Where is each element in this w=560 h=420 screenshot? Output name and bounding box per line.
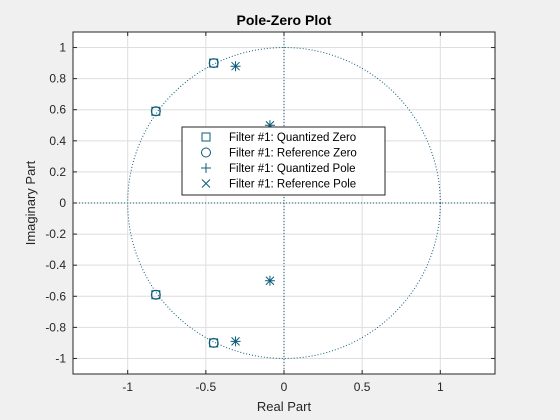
x-ticks: -1 -0.5 0 0.5 1 [122, 32, 444, 394]
y-axis-label: Imaginary Part [23, 160, 38, 245]
y-tick-label: 0 [59, 196, 66, 210]
y-tick-label: 0.6 [49, 103, 66, 117]
y-tick-label: -0.8 [45, 320, 66, 334]
legend-entry-label: Filter #1: Reference Pole [229, 179, 356, 191]
circle-marker [208, 58, 219, 69]
x-tick-label: -1 [122, 380, 133, 394]
x-tick-label: -0.5 [196, 380, 217, 394]
circle-marker [150, 289, 161, 300]
x-axis-label: Real Part [257, 399, 312, 414]
legend: Filter #1: Quantized Zero Filter #1: Refe… [181, 126, 386, 196]
legend-square-icon [201, 132, 211, 142]
y-tick-label: -1 [55, 351, 66, 365]
zero-axes [73, 32, 495, 374]
circle-marker [208, 337, 219, 348]
y-tick-label: 0.4 [49, 134, 66, 148]
legend-x-icon [201, 179, 211, 188]
y-tick-label: 0.8 [49, 72, 66, 86]
x-marker [265, 276, 275, 286]
x-marker [231, 337, 240, 346]
legend-plus-icon [201, 163, 211, 173]
y-tick-label: -0.6 [45, 289, 66, 303]
legend-box [181, 126, 386, 196]
x-marker [231, 61, 240, 71]
y-ticks: -1 -0.8 -0.6 -0.4 -0.2 0 0.2 0.4 0.6 0.8 1 [45, 41, 495, 365]
x-tick-label: 1 [437, 380, 444, 394]
y-tick-label: -0.4 [45, 258, 66, 272]
legend-entry-label: Filter #1: Reference Zero [229, 148, 357, 160]
legend-entry-label: Filter #1: Quantized Pole [229, 163, 356, 175]
circle-marker [150, 106, 161, 117]
x-tick-label: 0 [281, 380, 288, 394]
chart-title: Pole-Zero Plot [237, 12, 332, 28]
y-tick-label: 1 [59, 41, 66, 55]
legend-circle-icon [201, 147, 211, 158]
x-tick-label: 0.5 [354, 380, 371, 394]
y-tick-label: 0.2 [49, 165, 66, 179]
legend-entry-label: Filter #1: Quantized Zero [229, 132, 356, 144]
y-tick-label: -0.2 [45, 227, 66, 241]
